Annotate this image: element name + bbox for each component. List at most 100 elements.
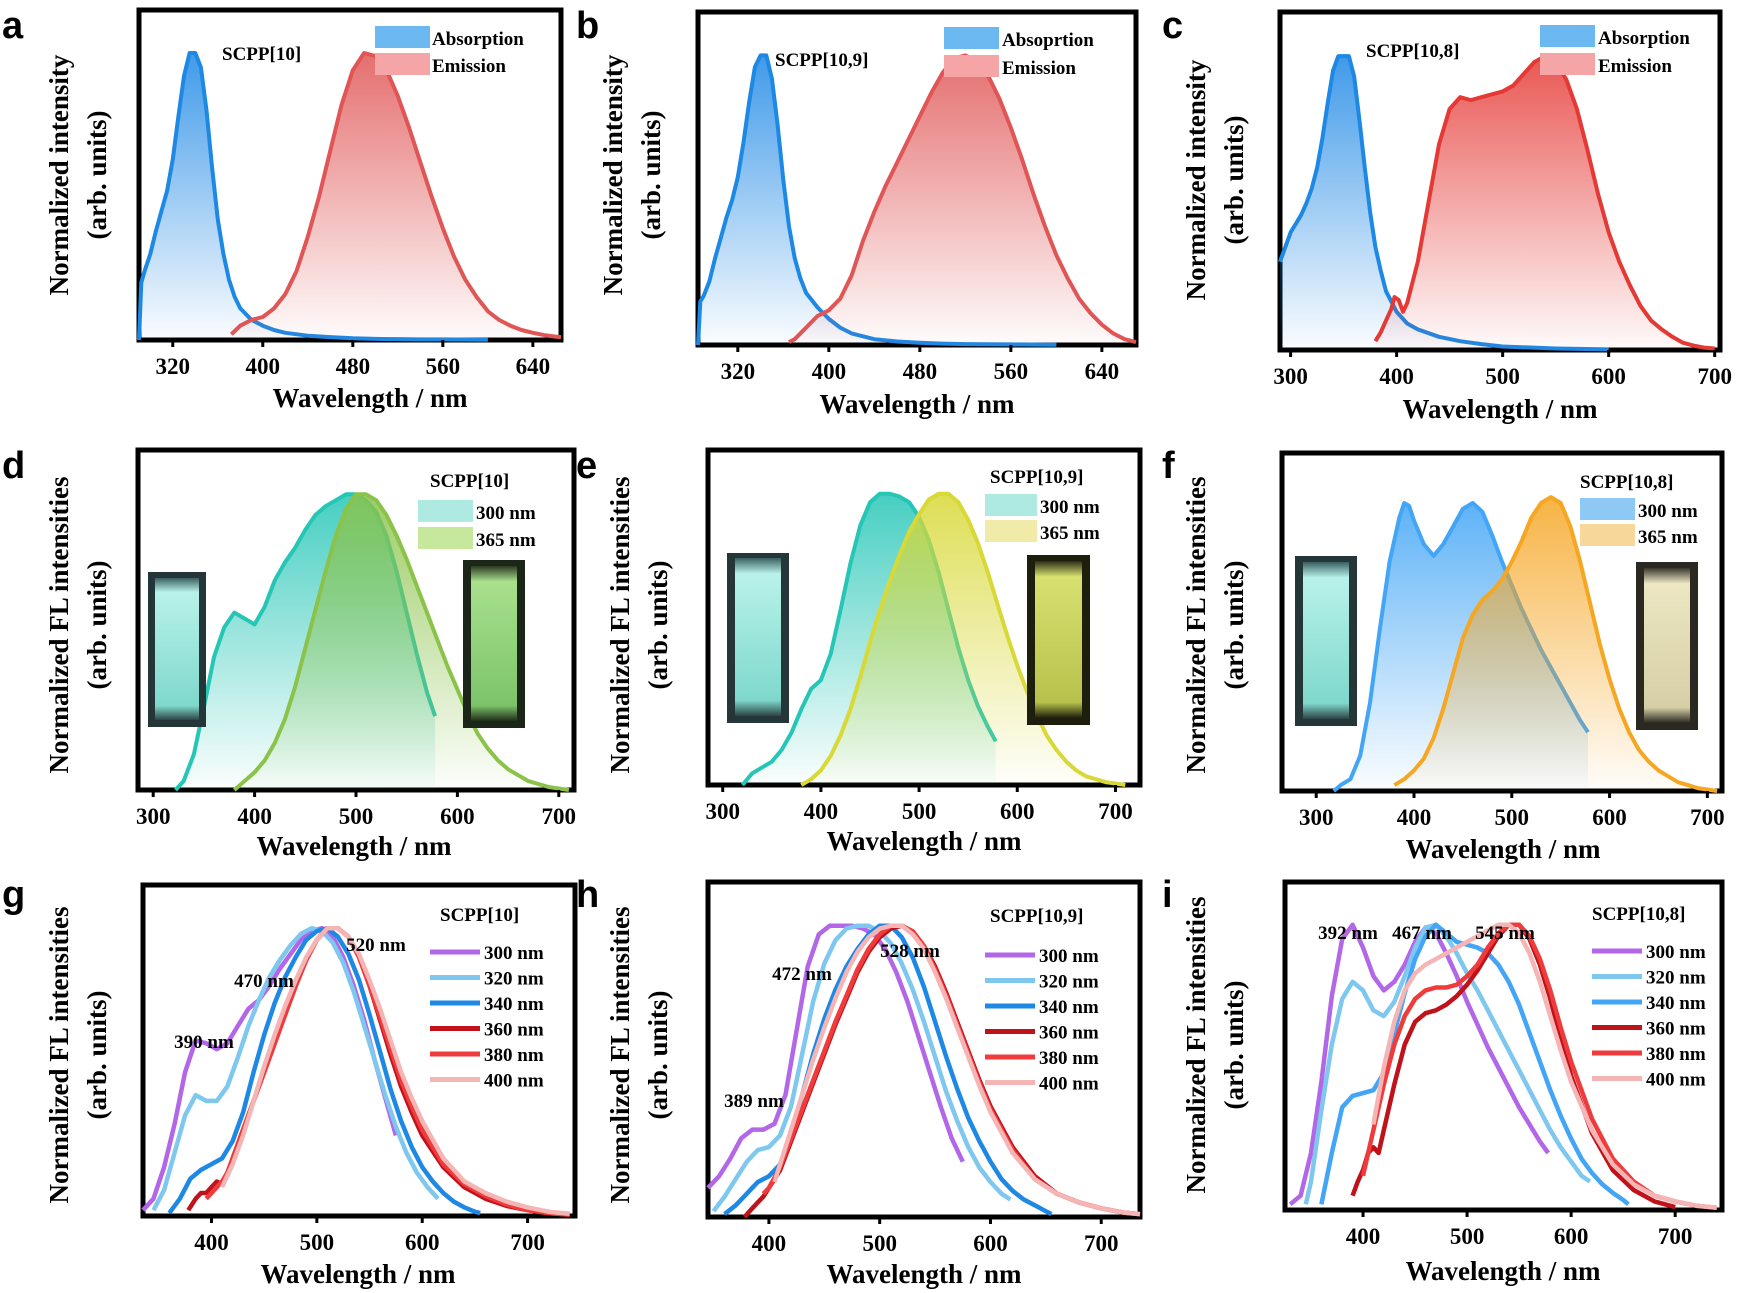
series-line-h-300-nm	[706, 923, 965, 1190]
legend-label-h-300-nm: 300 nm	[1039, 946, 1099, 967]
x-tick-label-a-320: 320	[156, 354, 191, 379]
area-fill-f-365-nm	[1394, 497, 1718, 791]
peak-annotation-520nm-g: 520 nm	[346, 935, 406, 956]
plot-frame-g	[140, 882, 578, 1219]
panel-title-b: SCPP[10,9]	[775, 50, 868, 71]
legend-label-g-340-nm: 340 nm	[484, 994, 544, 1015]
legend-label-365nm-d: 365 nm	[476, 530, 536, 551]
legend-swatch-emission-b	[944, 55, 999, 77]
x-tick-label-a-640: 640	[516, 354, 551, 379]
x-axis-label-c: Wavelength / nm	[1402, 394, 1598, 424]
panel-letter-c: c	[1162, 5, 1183, 47]
legend-label-g-320-nm: 320 nm	[484, 969, 544, 990]
panel-c: c 300 400 500 600 700 SCPP[10,8] Absorption …	[1162, 5, 1732, 424]
legend-label-emission-c: Emission	[1598, 56, 1672, 77]
legend-swatch-300nm-f	[1580, 498, 1635, 520]
panel-i: i 400 500 600 700 SCPP[10,8] 300 nm 320 nm 34…	[1162, 874, 1725, 1286]
x-tick-label-a-400: 400	[246, 354, 281, 379]
x-tick-label-d-700: 700	[542, 804, 577, 829]
panel-letter-e: e	[576, 445, 597, 487]
peak-annotation-545nm-i: 545 nm	[1475, 923, 1535, 944]
series-line-g-340-nm	[167, 925, 481, 1216]
series-line-i-320-nm	[1303, 922, 1592, 1205]
x-tick-label-b-480: 480	[903, 359, 938, 384]
legend-label-h-360-nm: 360 nm	[1039, 1023, 1099, 1044]
x-tick-label-b-400: 400	[812, 359, 847, 384]
legend-label-300nm-d: 300 nm	[476, 503, 536, 524]
x-tick-label-b-640: 640	[1085, 359, 1120, 384]
area-fill-b-absoprtion	[698, 55, 1057, 346]
y-axis-label-i-line2: (arb. units)	[1219, 980, 1249, 1109]
plot-frame-h	[705, 879, 1143, 1220]
x-tick-label-d-400: 400	[237, 804, 272, 829]
legend-label-365nm-f: 365 nm	[1638, 527, 1698, 548]
x-tick-label-i-700: 700	[1658, 1224, 1693, 1249]
series-line-c-emission	[1373, 54, 1715, 351]
series-line-f-365-nm	[1393, 495, 1718, 793]
x-tick-label-a-480: 480	[336, 354, 371, 379]
x-tick-label-e-500: 500	[902, 799, 937, 824]
legend-label-h-400-nm: 400 nm	[1039, 1074, 1099, 1095]
x-tick-label-c-400: 400	[1379, 364, 1414, 389]
series-line-i-340-nm	[1319, 922, 1630, 1207]
x-axis-label-b: Wavelength / nm	[819, 389, 1015, 419]
x-tick-label-e-600: 600	[1000, 799, 1035, 824]
x-tick-label-h-400: 400	[752, 1231, 787, 1256]
y-axis-label-d-line2: (arb. units)	[82, 560, 112, 689]
x-axis-label-d: Wavelength / nm	[256, 831, 452, 861]
series-line-d-365-nm	[232, 492, 570, 792]
x-tick-label-i-400: 400	[1346, 1224, 1381, 1249]
plot-frame-i	[1282, 879, 1725, 1213]
legend-swatch-absorption-b	[944, 27, 999, 49]
legend-swatch-365nm-f	[1580, 524, 1635, 546]
panel-title-a: SCPP[10]	[222, 44, 301, 65]
legend-label-g-360-nm: 360 nm	[484, 1020, 544, 1041]
panel-letter-a: a	[2, 5, 24, 47]
legend-label-g-300-nm: 300 nm	[484, 943, 544, 964]
cuvette-photo-365nm-d	[463, 560, 525, 728]
area-fill-c-emission	[1375, 56, 1715, 350]
y-axis-label-e-line1: Normalized FL intensities	[605, 477, 635, 774]
x-tick-label-h-600: 600	[973, 1231, 1008, 1256]
legend-swatch-365nm-e	[985, 520, 1037, 542]
x-tick-label-d-500: 500	[339, 804, 374, 829]
peak-annotation-392nm-i: 392 nm	[1318, 923, 1378, 944]
panel-title-g: SCPP[10]	[440, 905, 519, 926]
x-tick-label-b-320: 320	[721, 359, 756, 384]
panel-title-f: SCPP[10,8]	[1580, 472, 1673, 493]
x-axis-label-i: Wavelength / nm	[1405, 1256, 1601, 1286]
legend-label-i-320-nm: 320 nm	[1646, 968, 1706, 989]
x-tick-label-h-500: 500	[862, 1231, 897, 1256]
x-tick-label-f-400: 400	[1397, 805, 1432, 830]
x-tick-label-g-700: 700	[510, 1230, 545, 1255]
panel-title-c: SCPP[10,8]	[1366, 41, 1459, 62]
x-axis-label-e: Wavelength / nm	[826, 826, 1022, 856]
cuvette-photo-300nm-d	[148, 572, 206, 727]
area-fill-d-365-nm	[234, 494, 569, 790]
cuvette-photo-365nm-e	[1027, 555, 1090, 725]
y-axis-label-c-line2: (arb. units)	[1219, 115, 1249, 244]
x-tick-label-d-600: 600	[440, 804, 475, 829]
legend-label-i-360-nm: 360 nm	[1646, 1019, 1706, 1040]
series-line-a-emission	[229, 51, 562, 340]
x-axis-label-g: Wavelength / nm	[260, 1259, 456, 1289]
y-axis-label-e-line2: (arb. units)	[643, 560, 673, 689]
y-axis-label-i-line1: Normalized FL intensities	[1181, 897, 1211, 1194]
cuvette-photo-300nm-f	[1295, 556, 1357, 726]
x-tick-label-f-600: 600	[1592, 805, 1627, 830]
x-tick-label-h-700: 700	[1084, 1231, 1119, 1256]
x-tick-label-c-300: 300	[1273, 364, 1308, 389]
series-line-e-365-nm	[800, 491, 1126, 787]
x-axis-label-a: Wavelength / nm	[272, 383, 468, 413]
y-axis-label-d-line1: Normalized FL intensities	[44, 477, 74, 774]
legend-swatch-300nm-e	[985, 494, 1037, 516]
series-line-g-400-nm	[219, 925, 570, 1216]
panel-g: g 400 500 600 700 SCPP[10] 300 nm 320 nm 340 …	[2, 874, 578, 1289]
y-axis-label-f-line2: (arb. units)	[1219, 560, 1249, 689]
x-tick-label-c-700: 700	[1697, 364, 1732, 389]
x-tick-label-e-700: 700	[1098, 799, 1133, 824]
legend-label-i-340-nm: 340 nm	[1646, 993, 1706, 1014]
area-fill-b-emission	[789, 55, 1136, 346]
panel-letter-b: b	[576, 5, 599, 47]
